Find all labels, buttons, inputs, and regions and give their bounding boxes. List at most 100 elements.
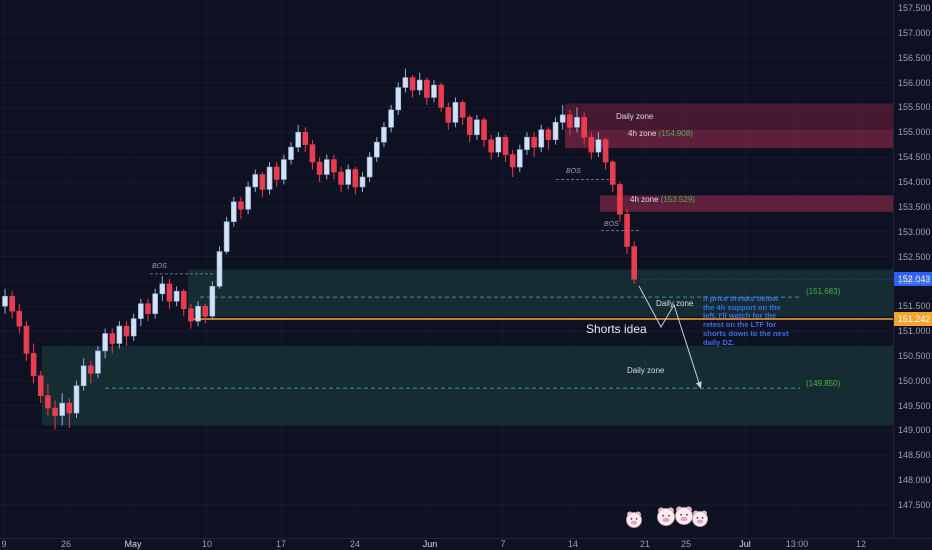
candle-down: [409, 77, 416, 91]
candle-up: [416, 79, 423, 91]
pig-sticker-icon[interactable]: [692, 510, 708, 527]
candle-down: [488, 139, 495, 153]
alert-price-tag[interactable]: 151.242: [894, 312, 932, 326]
price-axis-label: 152.000: [898, 276, 931, 287]
daily-zone-upper[interactable]: [565, 103, 893, 130]
candle-down: [259, 174, 266, 190]
candle-up: [595, 139, 602, 153]
candle-up: [552, 122, 559, 141]
candle-down: [37, 375, 44, 396]
price-axis-label: 154.500: [898, 152, 931, 163]
candle-up: [288, 146, 294, 160]
price-axis-label: 157.500: [898, 3, 931, 13]
candle-down: [238, 201, 244, 210]
dz-low-level-line-label: (149.850): [806, 379, 841, 388]
candle-down: [16, 310, 23, 327]
time-axis-label: 24: [349, 539, 361, 549]
time-axis-label: 7: [500, 539, 506, 549]
time-axis-label: 9: [1, 539, 7, 549]
4h-zone-mid[interactable]: [600, 195, 893, 212]
current-price-tag[interactable]: 152.043: [894, 272, 932, 286]
candle-down: [66, 402, 73, 414]
candle-down: [338, 171, 344, 185]
candle-down: [273, 166, 280, 180]
candle-up: [73, 385, 80, 414]
candle-down: [481, 119, 487, 141]
candlestick-chart-canvas[interactable]: Daily zone 4h zone (154.908) 4h zone (153.…: [0, 0, 893, 538]
4h-zone-upper[interactable]: [565, 129, 893, 149]
candle-up: [252, 174, 259, 188]
daily-zone-lower-label: Daily zone: [627, 366, 665, 375]
pig-sticker-icon[interactable]: [626, 511, 642, 528]
candle-down: [445, 107, 452, 123]
pig-eye: [630, 517, 633, 520]
time-axis-label: 21: [639, 539, 651, 549]
candle-down: [581, 117, 587, 138]
daily-zone-mid-label: Daily zone: [656, 299, 694, 308]
candle-up: [80, 365, 87, 387]
candle-up: [138, 303, 144, 319]
pig-snout: [696, 519, 704, 524]
bos-label: BOS: [604, 221, 619, 228]
candle-up: [516, 149, 523, 168]
price-axis-label: 149.000: [898, 425, 931, 436]
time-axis-label: May: [124, 539, 142, 549]
candle-down: [331, 159, 337, 173]
price-axis-label: 149.500: [898, 400, 931, 411]
candle-up: [216, 251, 223, 287]
candle-up: [431, 84, 437, 98]
candle-up: [266, 166, 273, 190]
candle-down: [438, 84, 444, 108]
pig-sticker-icon[interactable]: [675, 506, 693, 525]
price-axis-label: 147.500: [898, 500, 931, 510]
time-axis-label: 13:00: [785, 539, 809, 549]
pig-snout: [630, 520, 638, 525]
time-scale[interactable]: 9 26 May 10 17 24 Jun 7 14 21 25 Jul 13:00 12: [0, 538, 932, 550]
candle-down: [588, 136, 595, 153]
price-axis-label: 154.000: [898, 176, 931, 187]
time-axis-label: 25: [680, 539, 692, 549]
time-axis-label: 26: [60, 539, 72, 549]
candle-up: [474, 119, 480, 136]
candle-down: [309, 144, 316, 163]
price-axis-label: 151.500: [898, 301, 931, 312]
time-axis-label: Jun: [422, 539, 438, 549]
idea-path-arrow[interactable]: [638, 285, 702, 389]
pig-snout: [662, 517, 670, 523]
candle-up: [345, 169, 352, 185]
pig-sticker-icon[interactable]: [657, 507, 675, 526]
candle-up: [231, 201, 237, 223]
candle-up: [152, 293, 158, 314]
candle-up: [559, 114, 566, 123]
candle-down: [459, 102, 466, 118]
candle-down: [166, 283, 173, 302]
dz-mid-level-line-label: (151.683): [806, 287, 841, 296]
daily-zone-lower[interactable]: [42, 345, 893, 426]
pig-eye: [696, 516, 699, 519]
shorts-idea-label[interactable]: Shorts idea: [586, 322, 647, 336]
price-axis-label: 153.000: [898, 226, 931, 237]
price-axis-label: 151.000: [898, 326, 931, 337]
candle-up: [359, 176, 366, 188]
candle-up: [495, 136, 502, 153]
price-axis-label: 148.000: [898, 475, 931, 486]
candle-up: [245, 186, 251, 210]
candle-down: [123, 325, 130, 337]
pig-snout: [680, 516, 688, 522]
candle-down: [509, 154, 516, 168]
time-axis-label: Jul: [739, 539, 751, 549]
trade-note-text[interactable]: If price breaks below the 4h support on …: [703, 294, 789, 347]
candle-up: [95, 350, 101, 374]
bos-label: BOS: [566, 168, 581, 175]
pig-eye: [701, 516, 704, 519]
candle-up: [2, 295, 8, 307]
candle-down: [545, 129, 552, 141]
candle-up: [173, 290, 180, 302]
candle-up: [102, 333, 108, 352]
candle-up: [223, 221, 230, 252]
price-scale[interactable]: 152.043 151.242 157.500 157.000 156.500 156…: [893, 0, 932, 538]
price-axis-label: 152.500: [898, 251, 931, 262]
4h-zone-mid-label: 4h zone (153.529): [630, 195, 695, 204]
daily-zone-mid[interactable]: [188, 269, 893, 317]
